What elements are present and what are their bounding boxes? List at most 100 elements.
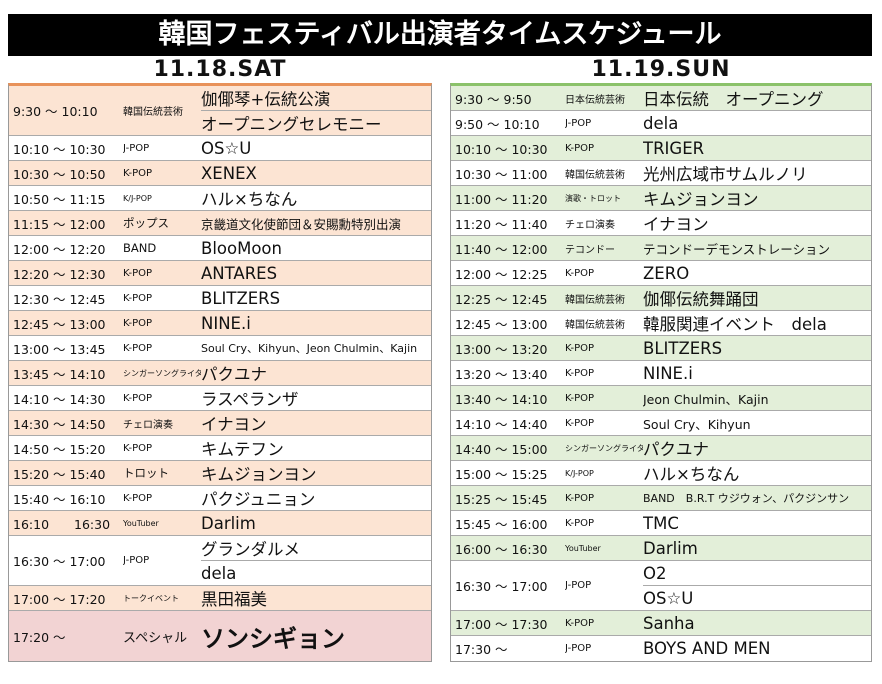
performer: dela [201, 560, 431, 585]
day-date: 11.19.SUN [591, 57, 731, 82]
time: 10:10 ～ 10:30 [13, 141, 106, 157]
performer: 日本伝統 オープニング [643, 90, 824, 109]
time: 10:50 ～ 11:15 [13, 191, 106, 207]
time: 13:45 ～ 14:10 [13, 366, 106, 382]
time: 12:45 ～ 13:00 [13, 316, 106, 332]
schedule-row: 13:00 ～ 13:45 K-POP Soul Cry、Kihyun、Jeon C… [9, 336, 431, 361]
time: 10:30 ～ 11:00 [455, 166, 548, 182]
genre: K-POP [565, 142, 595, 154]
performer: 伽倻琴+伝統公演 [201, 90, 331, 109]
genre: K-POP [123, 167, 153, 179]
performers: Darlim [643, 536, 871, 560]
performer: Sanha [643, 613, 695, 633]
schedule-row: 12:20 ～ 12:30 K-POP ANTARES [9, 261, 431, 286]
performer: ラスペランザ [201, 390, 299, 409]
time: 16:10 16:30 [13, 516, 111, 532]
time: 12:30 ～ 12:45 [13, 291, 106, 307]
genre: チェロ演奏 [565, 219, 615, 231]
performer: 光州広域市サムルノリ [643, 165, 808, 184]
time: 15:40 ～ 16:10 [13, 491, 106, 507]
performer: NINE.i [643, 363, 693, 383]
performer: BLITZERS [201, 288, 281, 308]
schedule-row: 14:40 ～ 15:00 シンガーソングライターパクユナ [451, 436, 871, 461]
performer: ZERO [643, 263, 690, 283]
time: 9:30 ～ 9:50 [455, 91, 532, 107]
time: 10:10 ～ 10:30 [455, 141, 548, 157]
day-date: 11.18.SAT [153, 57, 287, 82]
time: 17:20 ～ [13, 629, 66, 645]
schedule-row: 16:30 ～ 17:00 J-POP グランダルメ dela [9, 536, 431, 586]
time: 13:00 ～ 13:20 [455, 341, 548, 357]
performers: BLITZERS [201, 286, 431, 310]
performers: Sanha [643, 611, 871, 635]
performers: 韓服関連イベント dela [643, 311, 871, 335]
performers: ラスペランザ [201, 386, 431, 410]
genre: K-POP [565, 517, 595, 529]
performer: 黒田福美 [201, 590, 267, 609]
time: 14:10 ～ 14:40 [455, 416, 548, 432]
time: 9:50 ～ 10:10 [455, 116, 540, 132]
schedule-row: 16:30 ～ 17:00 J-POP O2 OS☆U [451, 561, 871, 611]
schedule-row: 11:00 ～ 11:20 演歌・トロット キムジョンヨン [451, 186, 871, 211]
genre: チェロ演奏 [123, 419, 173, 431]
performers: ハル×ちなん [643, 461, 871, 485]
performers: TRIGER [643, 136, 871, 160]
schedule-row: 10:30 ～ 10:50 K-POP XENEX [9, 161, 431, 186]
performer: Soul Cry、Kihyun [643, 416, 751, 432]
performer: BLITZERS [643, 338, 723, 358]
genre: シンガーソングライター [565, 443, 643, 453]
genre: トロット [123, 466, 169, 480]
performers: ANTARES [201, 261, 431, 285]
genre: 韓国伝統芸術 [565, 169, 625, 181]
genre: K-POP [565, 342, 595, 354]
performers: キムテフン [201, 436, 431, 460]
time: 11:20 ～ 11:40 [455, 216, 548, 232]
time: 16:30 ～ 17:00 [13, 554, 106, 569]
genre: K-POP [565, 617, 595, 629]
performers: OS☆U [201, 136, 431, 160]
performer: Soul Cry、Kihyun、Jeon Chulmin、Kajin [201, 342, 418, 355]
time: 15:00 ～ 15:25 [455, 466, 548, 482]
performer: ハル×ちなん [201, 190, 298, 209]
schedule-row: 15:00 ～ 15:25 K/J-POP ハル×ちなん [451, 461, 871, 486]
performers: キムジョンヨン [201, 461, 431, 485]
time: 13:00 ～ 13:45 [13, 341, 106, 357]
performer: BAND B.R.T ウジウォン、パクジンサン [643, 492, 850, 505]
schedule-row: 12:45 ～ 13:00 韓国伝統芸術 韓服関連イベント dela [451, 311, 871, 336]
schedule-row: 17:20 ～ スペシャル ソンシギョン [9, 611, 431, 661]
schedule-row: 12:45 ～ 13:00 K-POP NINE.i [9, 311, 431, 336]
performers: テコンドーデモンストレーション [643, 236, 871, 260]
schedule-row: 12:00 ～ 12:20 BAND BlooMoon [9, 236, 431, 261]
genre: K-POP [565, 492, 595, 504]
schedule-row: 10:50 ～ 11:15 K/J-POP ハル×ちなん [9, 186, 431, 211]
performers: ZERO [643, 261, 871, 285]
genre: K-POP [123, 267, 153, 279]
schedule-row: 12:00 ～ 12:25 K-POP ZERO [451, 261, 871, 286]
schedule-row: 14:50 ～ 15:20 K-POP キムテフン [9, 436, 431, 461]
performer: dela [643, 113, 679, 133]
performer: オープニングセレモニー [201, 110, 431, 135]
performers: NINE.i [201, 311, 431, 335]
performer: Darlim [201, 513, 256, 533]
performers: BOYS AND MEN [643, 636, 871, 661]
performer: ハル×ちなん [643, 465, 740, 484]
genre: J-POP [565, 580, 592, 591]
genre: K-POP [123, 342, 153, 354]
performer: Jeon Chulmin、Kajin [643, 391, 769, 407]
performer: パクジュニョン [201, 490, 316, 509]
performers: キムジョンヨン [643, 186, 871, 210]
genre: 韓国伝統芸術 [565, 294, 625, 306]
genre: シンガーソングライター [123, 368, 201, 378]
performers: 京畿道文化使節団＆安賜勳特別出演 [201, 211, 431, 235]
schedule-row: 12:25 ～ 12:45 韓国伝統芸術 伽倻伝統舞踊団 [451, 286, 871, 311]
genre: K-POP [123, 442, 153, 454]
genre: J-POP [565, 643, 592, 654]
genre: テコンドー [565, 244, 615, 256]
performers: BlooMoon [201, 236, 431, 260]
time: 14:30 ～ 14:50 [13, 416, 106, 432]
time: 11:40 ～ 12:00 [455, 241, 548, 257]
schedule-row: 17:30 ～ J-POP BOYS AND MEN [451, 636, 871, 661]
schedule-row: 17:00 ～ 17:30 K-POP Sanha [451, 611, 871, 636]
performers: 光州広域市サムルノリ [643, 161, 871, 185]
